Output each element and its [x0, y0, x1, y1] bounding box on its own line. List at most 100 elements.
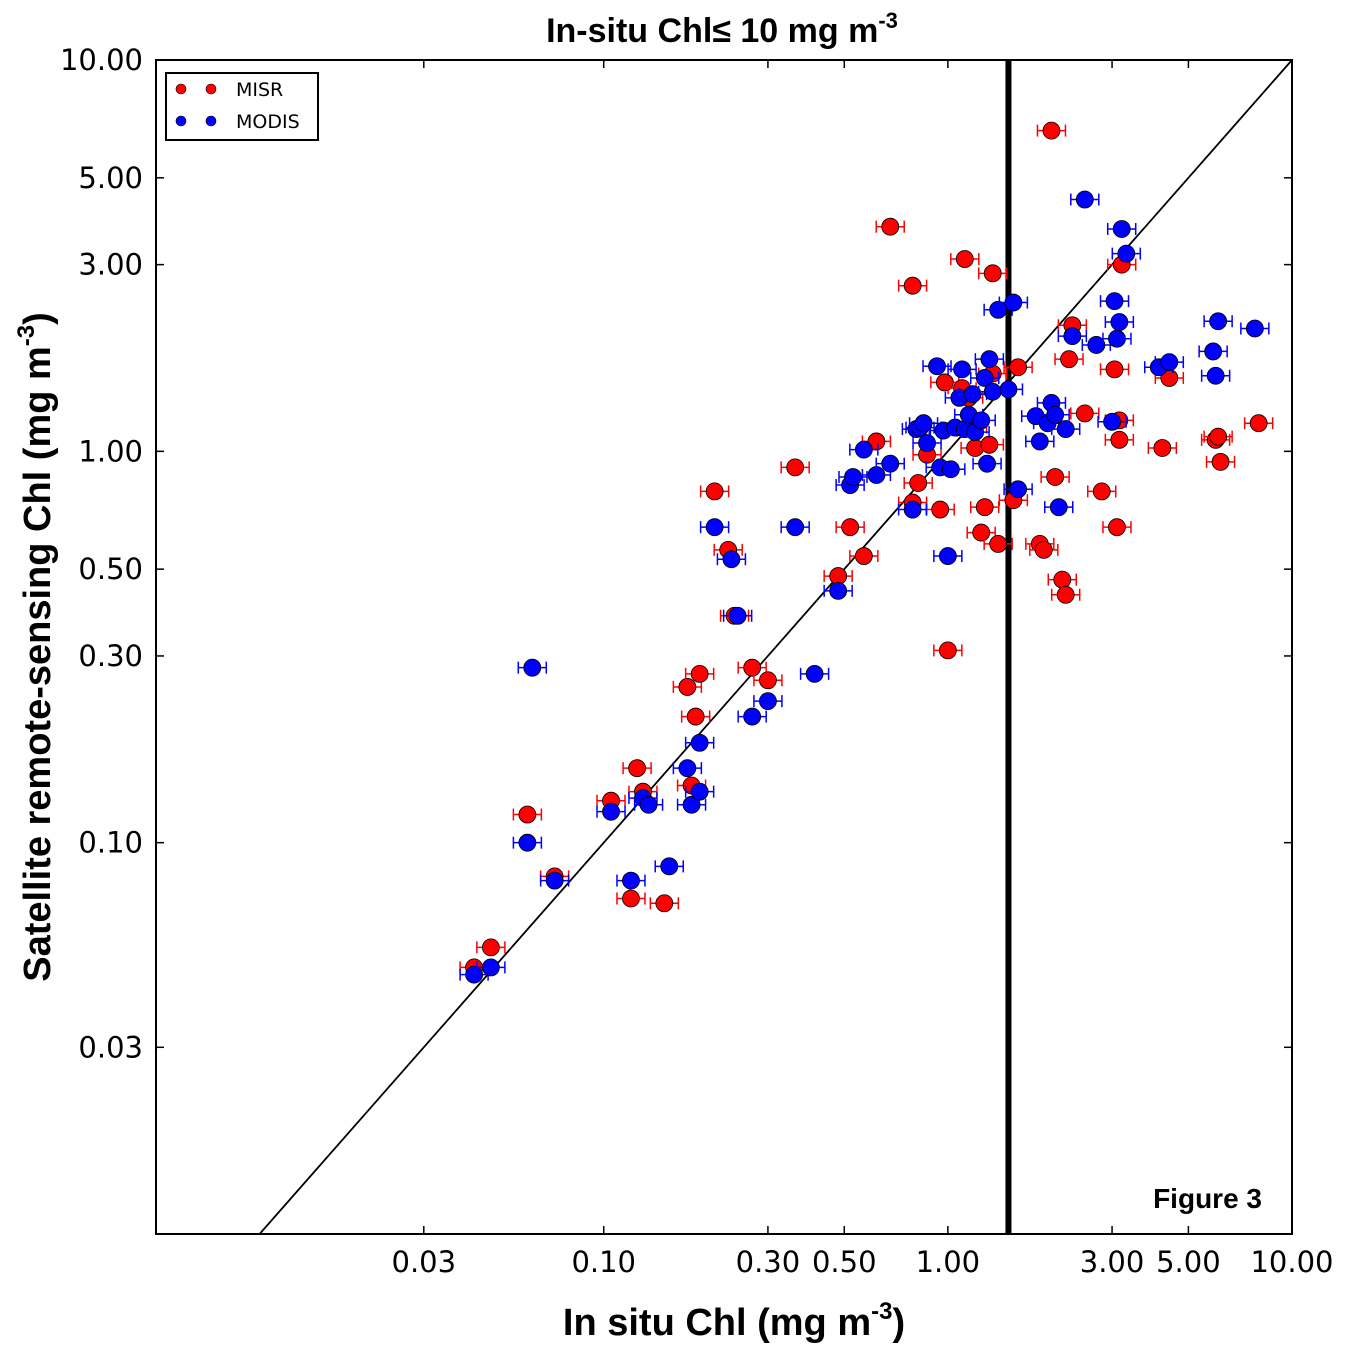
data-point-modis — [854, 440, 873, 459]
data-point-modis — [465, 965, 483, 984]
data-point-misr — [983, 264, 1002, 283]
x-tick-label: 5.00 — [1156, 1245, 1221, 1279]
data-point-modis — [678, 759, 697, 778]
data-point-misr — [1056, 585, 1075, 604]
data-point-modis — [639, 795, 658, 814]
data-point-modis — [1004, 293, 1023, 312]
data-point-modis — [805, 664, 824, 683]
data-point-misr — [1105, 360, 1124, 379]
data-point-misr — [1060, 350, 1078, 369]
data-point-misr — [518, 805, 537, 824]
data-point-modis — [622, 871, 640, 890]
data-point-misr — [1110, 430, 1129, 449]
data-point-misr — [1075, 404, 1094, 423]
data-point-misr — [705, 482, 724, 501]
x-tick-label: 0.50 — [812, 1245, 877, 1279]
x-tick-label: 10.00 — [1250, 1245, 1333, 1279]
data-point-modis — [1112, 220, 1131, 238]
x-tick-label: 1.00 — [916, 1245, 981, 1279]
legend-modis-marker-1 — [175, 115, 187, 127]
data-point-misr — [1209, 427, 1228, 446]
x-tick-label: 0.03 — [392, 1245, 457, 1279]
data-point-misr — [1249, 414, 1268, 433]
data-point-misr — [786, 458, 805, 477]
data-point-misr — [743, 658, 762, 677]
figure-annotation: Figure 3 — [1153, 1183, 1262, 1214]
data-point-misr — [955, 250, 974, 268]
legend-misr-label: MISR — [236, 79, 283, 101]
data-point-modis — [1245, 319, 1264, 338]
y-tick-label: 0.03 — [78, 1030, 143, 1064]
data-point-modis — [743, 707, 762, 726]
data-point-misr — [841, 518, 860, 537]
data-point-modis — [1206, 366, 1225, 385]
x-axis-label-superscript: -3 — [871, 1298, 892, 1325]
data-point-modis — [602, 802, 620, 821]
data-point-modis — [980, 350, 999, 369]
data-point-modis — [1110, 313, 1129, 331]
data-point-modis — [690, 782, 709, 801]
data-point-misr — [690, 664, 709, 683]
data-point-modis — [963, 385, 982, 404]
legend-modis-marker-2 — [205, 115, 217, 127]
data-point-modis — [918, 434, 936, 452]
data-point-modis — [759, 692, 777, 711]
data-point-modis — [1160, 353, 1179, 372]
data-point-misr — [1009, 358, 1028, 377]
data-point-misr — [655, 894, 674, 913]
data-point-modis — [972, 411, 991, 430]
data-points — [459, 121, 1274, 984]
data-point-modis — [523, 658, 542, 677]
data-point-modis — [682, 795, 701, 814]
data-point-modis — [941, 460, 960, 479]
data-point-modis — [978, 454, 996, 473]
data-point-misr — [854, 547, 873, 565]
data-point-modis — [481, 958, 500, 977]
y-axis-label: Satellite remote-sensing Chl (mg m-3) — [13, 312, 59, 982]
data-point-modis — [1075, 190, 1094, 209]
legend-misr-marker-1 — [175, 83, 187, 95]
y-axis-label-superscript: -3 — [13, 325, 40, 346]
data-point-modis — [660, 857, 679, 876]
data-point-modis — [1049, 498, 1068, 517]
data-point-misr — [903, 276, 922, 295]
data-point-misr — [1034, 540, 1053, 559]
data-point-misr — [975, 498, 994, 517]
data-point-modis — [786, 518, 805, 537]
data-point-misr — [1042, 121, 1061, 140]
data-point-modis — [953, 360, 972, 379]
data-point-misr — [935, 373, 954, 392]
data-point-misr — [1153, 439, 1172, 457]
data-point-misr — [980, 435, 999, 454]
data-point-modis — [1103, 412, 1121, 431]
data-point-modis — [914, 414, 933, 433]
data-point-modis — [1030, 432, 1049, 451]
data-point-modis — [1046, 405, 1065, 424]
data-point-modis — [690, 733, 709, 752]
data-point-modis — [1117, 244, 1136, 263]
data-point-misr — [1053, 570, 1072, 589]
data-point-modis — [829, 581, 848, 600]
data-point-modis — [518, 833, 537, 852]
data-point-modis — [989, 300, 1008, 319]
y-tick-label: 3.00 — [78, 248, 143, 282]
data-point-misr — [989, 535, 1008, 553]
data-point-misr — [1092, 482, 1111, 501]
data-point-modis — [1209, 312, 1228, 331]
data-point-misr — [909, 474, 928, 492]
y-tick-label: 0.30 — [78, 639, 143, 673]
data-point-misr — [1046, 468, 1065, 486]
axis-ticks — [156, 59, 1293, 1234]
data-point-modis — [722, 550, 741, 569]
data-point-misr — [938, 641, 957, 660]
chart-title-superscript: -3 — [878, 8, 898, 33]
data-point-modis — [983, 382, 1002, 401]
data-point-modis — [545, 871, 564, 890]
legend-modis-label: MODIS — [236, 111, 300, 133]
y-tick-label: 10.00 — [60, 43, 143, 77]
data-point-modis — [1087, 336, 1106, 354]
data-point-modis — [881, 454, 900, 473]
tick-labels: 0.03 0.10 0.30 0.50 1.00 3.00 5.00 10.00 0.03 0.1… — [60, 43, 1334, 1279]
data-point-modis — [903, 500, 922, 519]
